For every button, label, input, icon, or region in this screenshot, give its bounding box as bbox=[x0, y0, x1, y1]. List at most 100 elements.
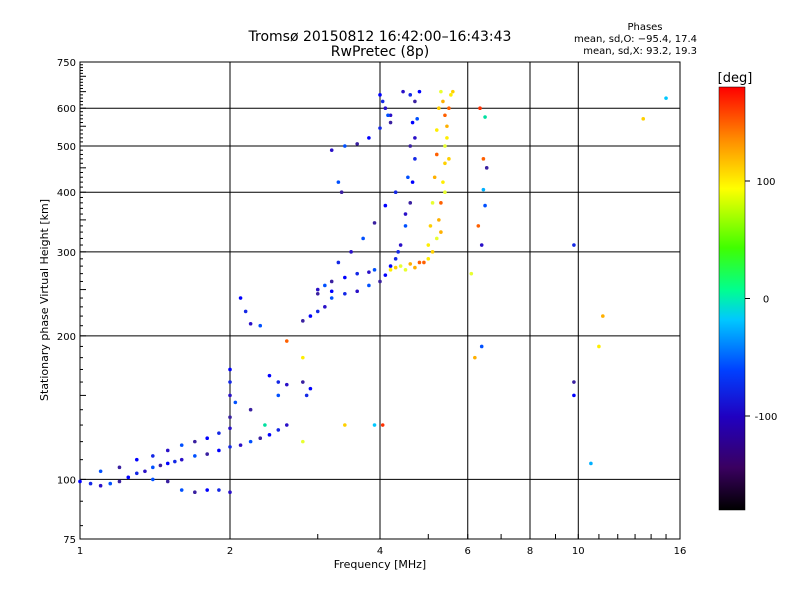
grid bbox=[79, 61, 681, 539]
data-point bbox=[439, 201, 443, 205]
data-point bbox=[443, 113, 447, 118]
data-point bbox=[165, 448, 170, 453]
data-point bbox=[473, 355, 477, 360]
data-points bbox=[78, 89, 668, 495]
data-point bbox=[413, 99, 417, 104]
data-point bbox=[441, 99, 445, 104]
data-point bbox=[430, 250, 435, 254]
data-point bbox=[388, 113, 393, 118]
data-point bbox=[378, 93, 382, 97]
data-point bbox=[301, 439, 305, 444]
data-point bbox=[193, 439, 197, 444]
data-point bbox=[98, 483, 103, 488]
data-point bbox=[572, 380, 576, 384]
data-point bbox=[98, 469, 103, 474]
data-point bbox=[408, 93, 413, 97]
data-point bbox=[238, 296, 243, 300]
chart-title: Tromsø 20150812 16:42:00–16:43:43 bbox=[248, 29, 512, 45]
data-point bbox=[301, 380, 305, 384]
y-tick-label: 75 bbox=[63, 535, 76, 546]
data-point bbox=[445, 124, 449, 129]
data-point bbox=[217, 488, 221, 492]
data-point bbox=[179, 443, 184, 447]
data-point bbox=[193, 490, 197, 495]
data-point bbox=[597, 344, 601, 349]
data-point bbox=[301, 355, 305, 360]
data-point bbox=[248, 407, 253, 412]
y-tick-label: 200 bbox=[57, 332, 76, 343]
y-tick-labels: 75 100 200 300 400 500 600 750 bbox=[57, 58, 76, 546]
data-point bbox=[396, 250, 400, 254]
data-point bbox=[572, 243, 576, 247]
data-point bbox=[343, 275, 347, 280]
data-point bbox=[228, 415, 232, 420]
data-point bbox=[437, 106, 441, 111]
data-point bbox=[78, 479, 82, 484]
data-point bbox=[228, 445, 232, 449]
data-point bbox=[383, 273, 388, 277]
data-point bbox=[403, 212, 408, 216]
data-point bbox=[323, 305, 327, 309]
y-axis-label: Stationary phase Virtual Height [km] bbox=[38, 199, 51, 401]
data-point bbox=[323, 283, 327, 288]
data-point bbox=[193, 454, 197, 458]
data-point bbox=[372, 268, 377, 272]
data-point bbox=[483, 115, 487, 119]
stats-o-mode: mean, sd,O: −95.4, 17.4 bbox=[574, 34, 697, 45]
data-point bbox=[372, 423, 377, 427]
x-tick-label: 4 bbox=[377, 546, 383, 557]
data-point bbox=[478, 106, 482, 111]
data-point bbox=[367, 283, 371, 288]
x-tick-labels: 1 2 4 6 8 10 16 bbox=[77, 546, 687, 557]
data-point bbox=[308, 386, 313, 391]
data-point bbox=[301, 319, 305, 323]
data-point bbox=[228, 380, 232, 384]
data-point bbox=[476, 224, 481, 228]
data-point bbox=[151, 454, 155, 458]
data-point bbox=[443, 190, 447, 195]
data-point bbox=[336, 180, 341, 184]
data-point bbox=[403, 224, 408, 228]
colorbar-label: [deg] bbox=[718, 71, 753, 86]
data-point bbox=[401, 89, 405, 94]
data-point bbox=[151, 465, 155, 470]
data-point bbox=[339, 190, 344, 195]
data-point bbox=[349, 250, 353, 254]
data-point bbox=[413, 157, 417, 161]
data-point bbox=[263, 423, 267, 427]
data-point bbox=[143, 469, 147, 474]
x-tick-label: 6 bbox=[465, 546, 471, 557]
data-point bbox=[233, 400, 238, 405]
data-point bbox=[443, 144, 447, 148]
chart-subtitle: RwPretec (8p) bbox=[331, 44, 429, 60]
data-point bbox=[126, 475, 131, 480]
data-point bbox=[315, 309, 320, 314]
data-point bbox=[388, 120, 393, 125]
data-point bbox=[641, 117, 646, 121]
data-point bbox=[410, 120, 415, 125]
data-point bbox=[258, 323, 263, 328]
data-point bbox=[451, 89, 455, 94]
data-point bbox=[217, 448, 221, 453]
data-point bbox=[205, 452, 209, 456]
x-tick-label: 1 bbox=[77, 546, 83, 557]
y-tick-label: 300 bbox=[57, 248, 76, 259]
data-point bbox=[355, 289, 359, 294]
data-point bbox=[469, 271, 474, 276]
x-tick-label: 2 bbox=[227, 546, 233, 557]
data-point bbox=[447, 157, 451, 161]
data-point bbox=[434, 128, 439, 132]
data-point bbox=[228, 393, 232, 398]
data-point bbox=[134, 457, 139, 462]
data-point bbox=[398, 243, 403, 247]
data-point bbox=[355, 142, 359, 146]
x-tick-label: 8 bbox=[527, 546, 533, 557]
data-point bbox=[388, 268, 393, 272]
data-point bbox=[284, 423, 289, 427]
data-point bbox=[343, 144, 347, 148]
data-point bbox=[179, 457, 184, 462]
data-point bbox=[205, 488, 209, 492]
data-point bbox=[308, 314, 313, 318]
data-point bbox=[158, 463, 163, 468]
colorbar-tick-label: 100 bbox=[756, 177, 775, 188]
